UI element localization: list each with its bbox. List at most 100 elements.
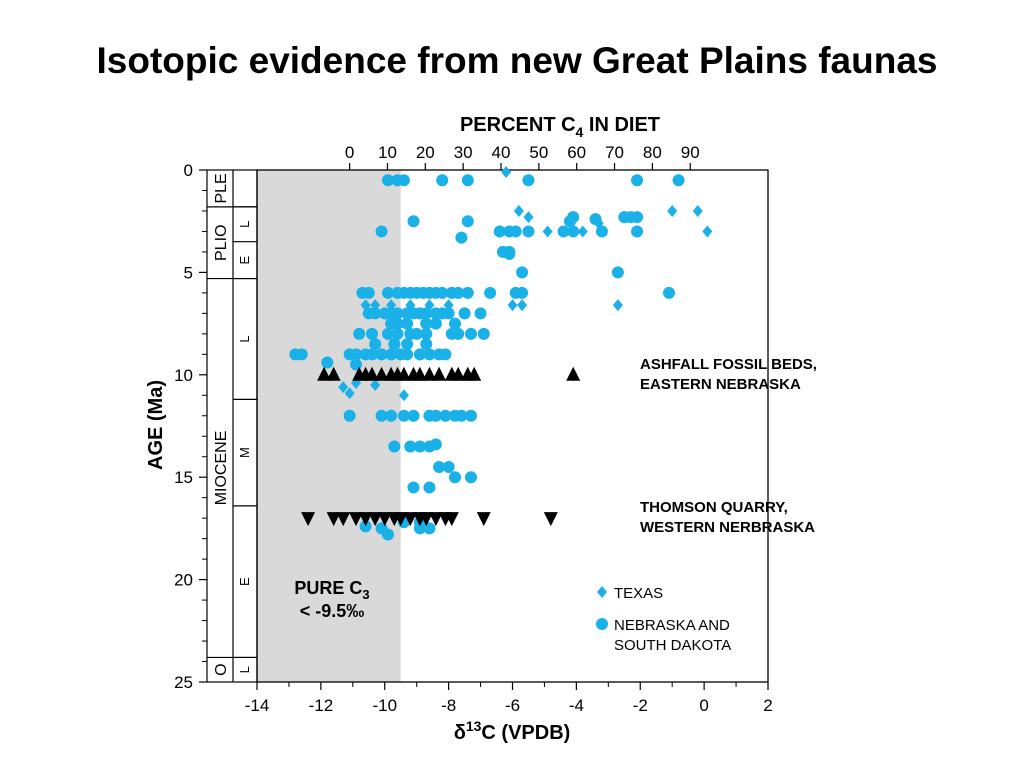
data-point-texas: [612, 299, 623, 312]
x-tick-label: 0: [699, 696, 708, 715]
data-point-nebraska: [464, 409, 477, 422]
x-tick-label: -10: [372, 696, 397, 715]
data-point-nebraska: [407, 481, 420, 494]
legend-marker-texas: [597, 586, 607, 598]
data-point-texas: [702, 225, 713, 238]
data-point-nebraska: [420, 307, 433, 320]
data-point-thomson: [403, 512, 418, 527]
data-point-nebraska: [365, 327, 378, 340]
subepoch-label: E: [237, 577, 252, 586]
data-point-nebraska: [388, 338, 401, 351]
data-point-nebraska: [423, 481, 436, 494]
data-point-nebraska: [420, 338, 433, 351]
data-point-nebraska: [407, 409, 420, 422]
data-point-ashfall: [566, 366, 581, 381]
data-point-ashfall: [451, 366, 466, 381]
data-point-thomson: [368, 512, 383, 527]
data-point-nebraska: [433, 460, 446, 473]
data-point-nebraska: [449, 317, 462, 330]
annotation-label: ASHFALL FOSSIL BEDS,: [640, 356, 817, 373]
data-point-nebraska: [461, 174, 474, 187]
subepoch-label: L: [237, 335, 252, 342]
data-point-ashfall: [326, 366, 341, 381]
pure-c3-region: [257, 170, 401, 682]
data-point-nebraska: [557, 225, 570, 238]
data-point-ashfall: [467, 366, 482, 381]
data-point-nebraska: [375, 225, 388, 238]
data-point-nebraska: [369, 338, 382, 351]
data-point-nebraska: [381, 174, 394, 187]
data-point-texas: [507, 299, 518, 312]
x-tick-label: -4: [569, 696, 584, 715]
strat-column-frame: [206, 169, 258, 683]
data-point-nebraska: [413, 440, 426, 453]
data-point-nebraska: [631, 174, 644, 187]
data-point-nebraska: [350, 348, 363, 361]
y-tick-label: 15: [174, 468, 193, 487]
legend-label: NEBRASKA AND: [614, 617, 730, 634]
x-axis-label: δ13C (VPDB): [454, 718, 571, 744]
x-tick-label: -14: [245, 696, 270, 715]
data-point-nebraska: [631, 211, 644, 224]
data-point-texas: [370, 379, 381, 392]
top-tick-label: 40: [492, 143, 511, 162]
x-tick-label: 2: [763, 696, 772, 715]
data-point-nebraska: [458, 307, 471, 320]
data-point-ashfall: [432, 366, 447, 381]
data-point-nebraska: [464, 471, 477, 484]
data-point-texas: [517, 299, 528, 312]
data-point-nebraska: [589, 213, 602, 226]
data-point-nebraska: [439, 348, 452, 361]
data-point-nebraska: [477, 327, 490, 340]
data-point-texas: [692, 204, 703, 217]
data-point-nebraska: [429, 409, 442, 422]
data-point-ashfall: [317, 366, 332, 381]
data-point-nebraska: [484, 286, 497, 299]
data-point-nebraska: [420, 327, 433, 340]
data-point-nebraska: [439, 409, 452, 422]
data-point-thomson: [543, 512, 558, 527]
data-point-nebraska: [662, 286, 675, 299]
data-point-thomson: [349, 512, 364, 527]
data-point-nebraska: [452, 286, 465, 299]
data-point-nebraska: [401, 348, 414, 361]
data-point-texas: [523, 211, 534, 224]
epoch-label: PLIO: [213, 224, 230, 260]
top-tick-label: 90: [681, 143, 700, 162]
data-point-nebraska: [567, 211, 580, 224]
data-point-nebraska: [385, 409, 398, 422]
data-point-nebraska: [410, 327, 423, 340]
subepoch-label: L: [237, 666, 252, 673]
data-point-texas: [577, 225, 588, 238]
data-point-nebraska: [522, 225, 535, 238]
pure-c3-label: PURE C3: [294, 578, 369, 602]
data-point-nebraska: [503, 247, 516, 260]
data-point-nebraska: [509, 225, 522, 238]
data-point-nebraska: [461, 286, 474, 299]
data-point-thomson: [419, 512, 434, 527]
slide-title: Isotopic evidence from new Great Plains …: [96, 40, 938, 81]
annotation-label: THOMSON QUARRY,: [640, 499, 788, 516]
data-point-nebraska: [359, 520, 372, 533]
data-point-texas: [338, 381, 349, 394]
x-tick-label: -6: [505, 696, 520, 715]
data-point-nebraska: [343, 409, 356, 422]
y-tick-label: 0: [184, 161, 193, 180]
data-point-texas: [542, 225, 553, 238]
data-point-thomson: [444, 512, 459, 527]
data-point-ashfall: [422, 366, 437, 381]
data-point-nebraska: [442, 460, 455, 473]
legend-label: SOUTH DAKOTA: [614, 637, 731, 654]
legend-label: TEXAS: [614, 585, 663, 602]
annotation-label: EASTERN NEBRASKA: [640, 376, 801, 393]
top-tick-label: 60: [567, 143, 586, 162]
data-point-nebraska: [385, 348, 398, 361]
data-point-nebraska: [350, 358, 363, 371]
data-point-thomson: [476, 512, 491, 527]
data-point-nebraska: [391, 317, 404, 330]
data-point-nebraska: [567, 225, 580, 238]
top-axis-label: PERCENT C4 IN DIET: [460, 114, 660, 140]
data-point-nebraska: [429, 438, 442, 451]
data-point-nebraska: [516, 266, 529, 279]
data-point-nebraska: [391, 327, 404, 340]
